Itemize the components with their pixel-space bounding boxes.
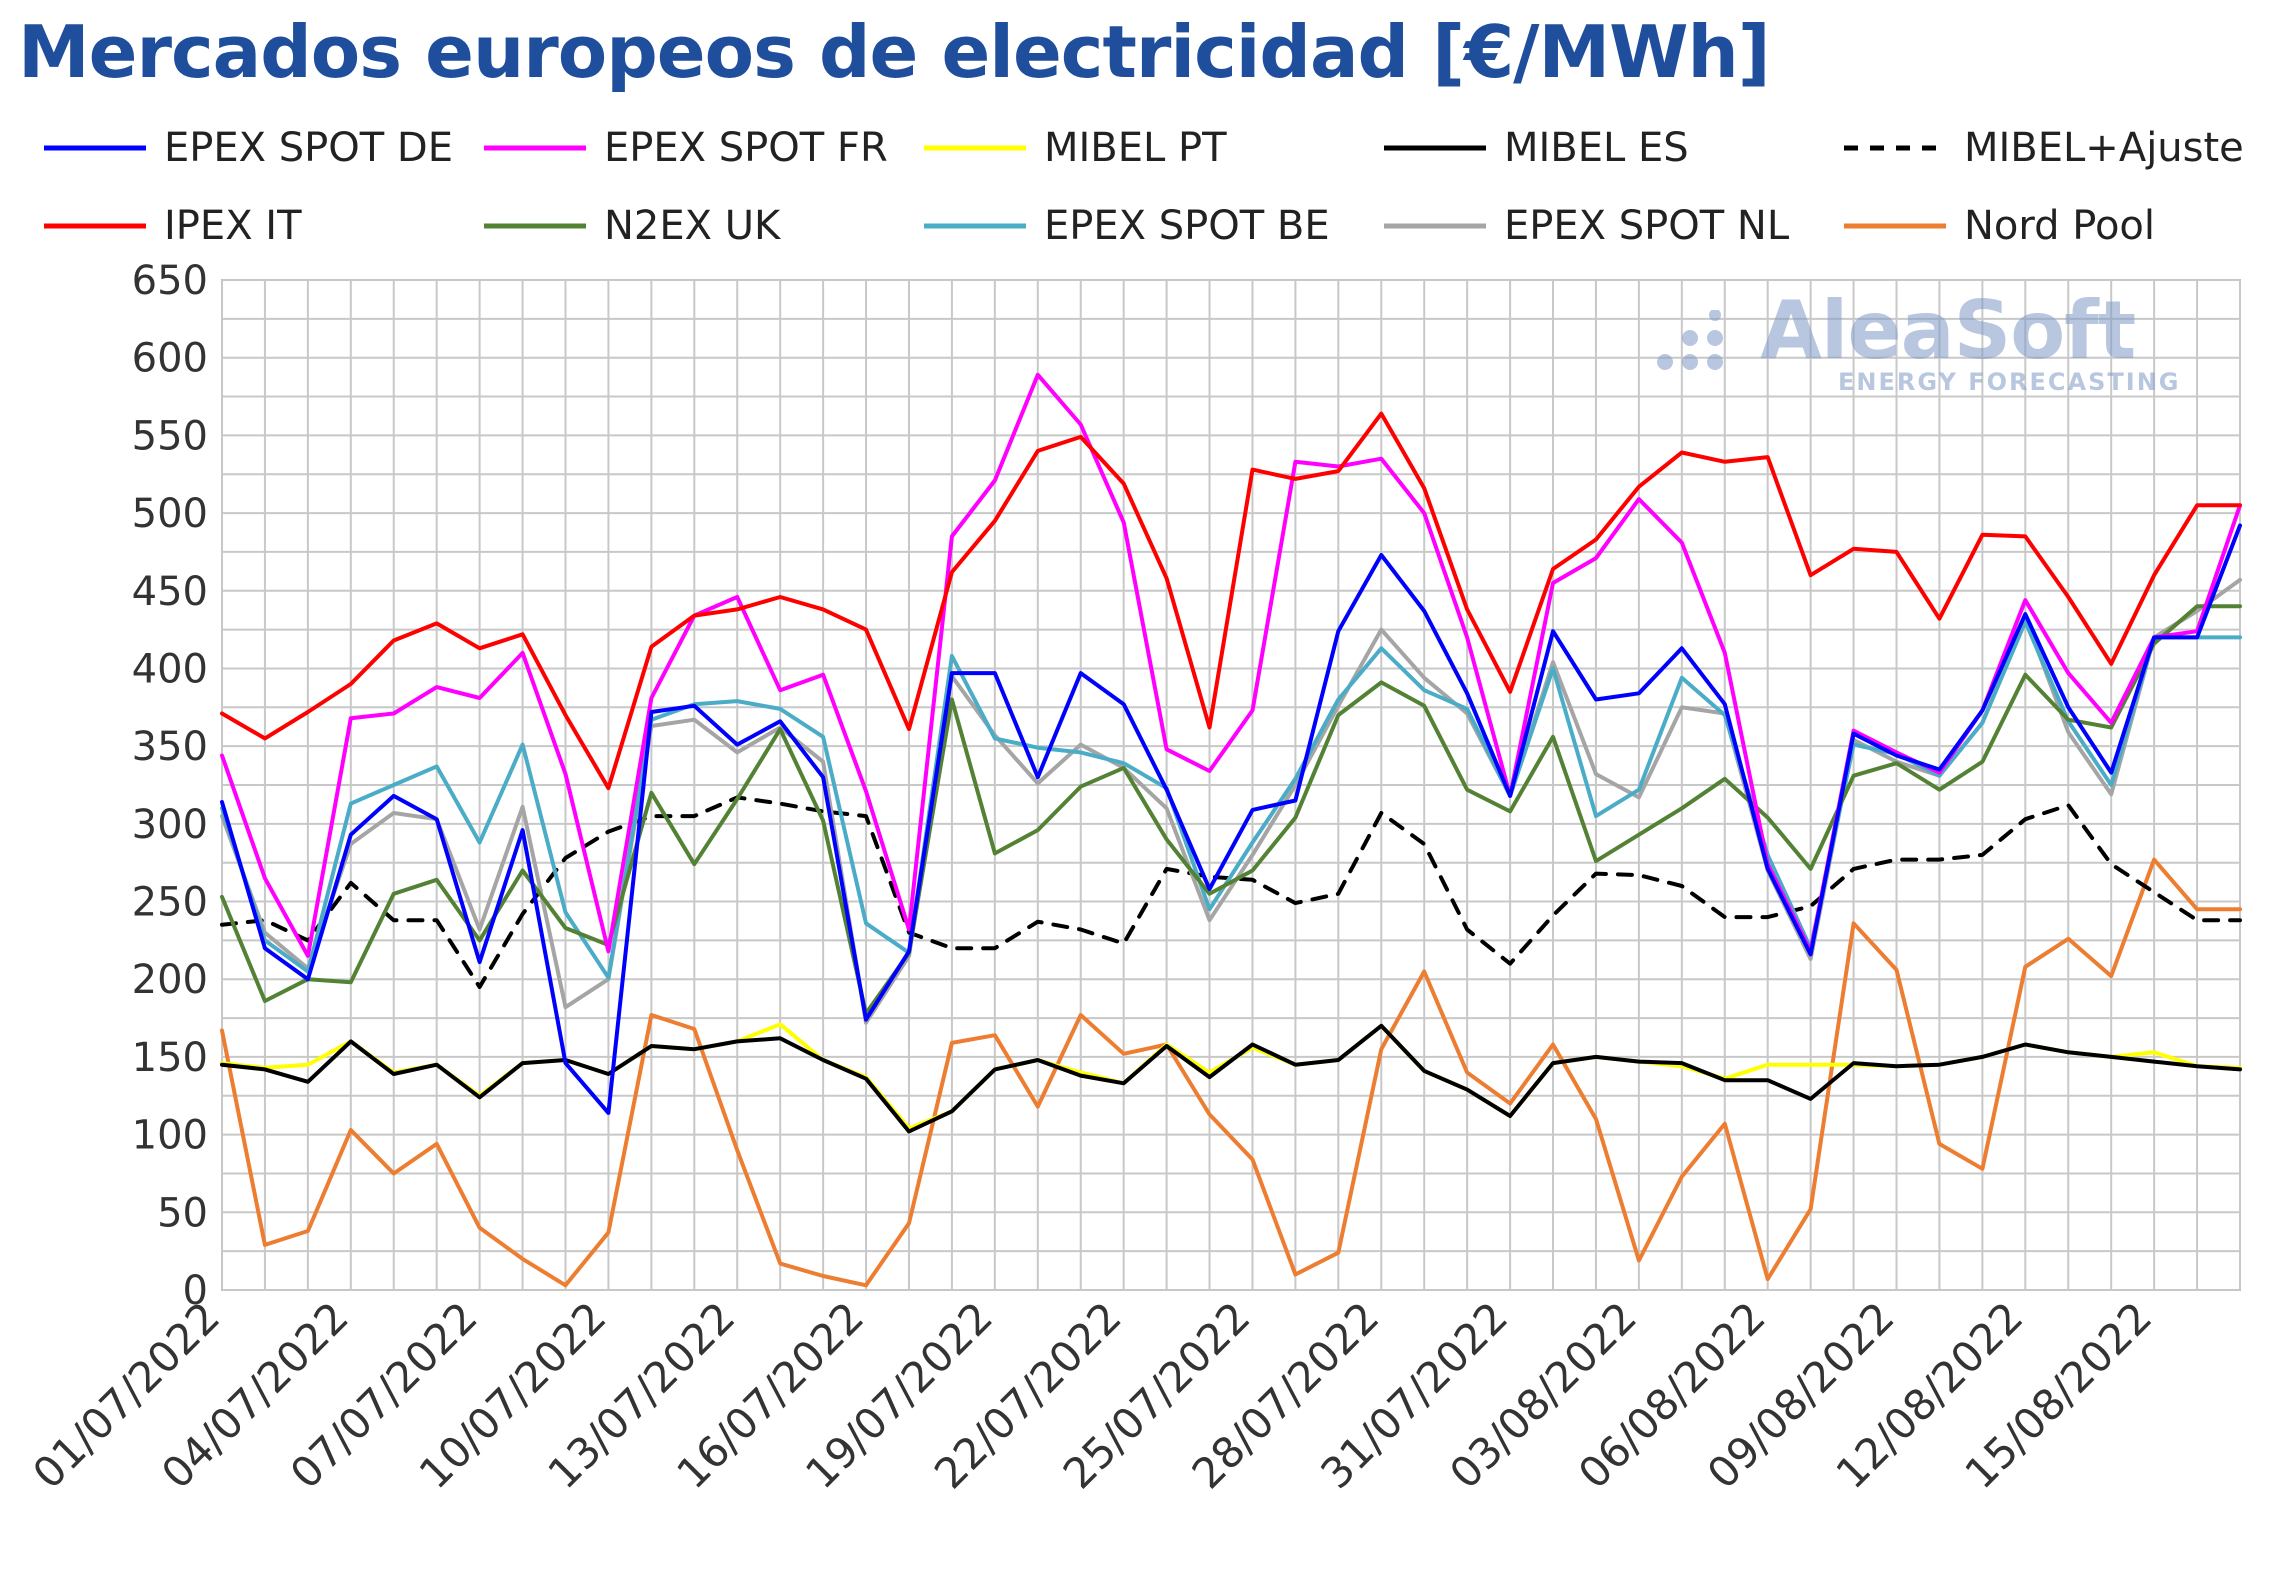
legend-item-epex-spot-de: EPEX SPOT DE	[40, 118, 453, 178]
y-tick-label: 0	[183, 1268, 208, 1314]
legend-item-mibel-es: MIBEL ES	[1380, 118, 1689, 178]
y-tick-label: 250	[132, 880, 208, 926]
legend-swatch	[924, 223, 1026, 229]
y-tick-label: 450	[132, 569, 208, 615]
legend: EPEX SPOT DE EPEX SPOT FR MIBEL PT MIBEL ES…	[0, 118, 2282, 268]
y-tick-label: 300	[132, 802, 208, 848]
legend-swatch	[44, 223, 146, 229]
series-line-ipex-it	[220, 411, 2242, 791]
legend-label: EPEX SPOT BE	[1044, 203, 1330, 249]
logo-name: AleaSoft	[1760, 284, 2136, 377]
legend-item-epex-spot-fr: EPEX SPOT FR	[480, 118, 888, 178]
y-tick-label: 350	[132, 724, 208, 770]
legend-label: MIBEL+Ajuste	[1964, 125, 2244, 171]
y-tick-label: 150	[132, 1035, 208, 1081]
legend-item-nord-pool: Nord Pool	[1840, 196, 2155, 256]
legend-label: EPEX SPOT FR	[604, 125, 888, 171]
series-line-nord-pool	[220, 857, 2242, 1288]
legend-item-n2ex-uk: N2EX UK	[480, 196, 780, 256]
legend-swatch	[924, 145, 1026, 151]
series-line-mibel-ajuste	[220, 795, 2242, 989]
legend-label: IPEX IT	[164, 203, 302, 249]
y-tick-label: 600	[132, 336, 208, 382]
legend-label: EPEX SPOT DE	[164, 125, 454, 171]
legend-item-ipex-it: IPEX IT	[40, 196, 302, 256]
y-tick-label: 500	[132, 491, 208, 537]
legend-label: Nord Pool	[1964, 203, 2155, 249]
series-line-epex-spot-de	[220, 523, 2242, 1115]
aleasoft-logo: AleaSoft ENERGY FORECASTING	[1650, 284, 2210, 410]
chart-title: Mercados europeos de electricidad [€/MWh…	[18, 10, 1771, 94]
legend-swatch	[484, 145, 586, 151]
logo-dots-icon	[1657, 310, 1723, 370]
series-line-epex-spot-nl	[220, 577, 2242, 1025]
legend-label: N2EX UK	[604, 203, 781, 249]
legend-swatch	[484, 223, 586, 229]
legend-label: MIBEL ES	[1504, 125, 1689, 171]
y-tick-label: 200	[132, 957, 208, 1003]
series-line-n2ex-uk	[220, 604, 2242, 1016]
y-tick-label: 650	[132, 258, 208, 304]
legend-item-epex-spot-nl: EPEX SPOT NL	[1380, 196, 1789, 256]
y-tick-label: 100	[132, 1113, 208, 1159]
legend-swatch	[1844, 145, 1946, 151]
legend-swatch	[44, 145, 146, 151]
logo-tagline: ENERGY FORECASTING	[1838, 368, 2181, 396]
y-tick-label: 50	[157, 1190, 208, 1236]
grid	[221, 279, 2241, 1291]
legend-label: EPEX SPOT NL	[1504, 203, 1790, 249]
legend-swatch	[1384, 223, 1486, 229]
legend-label: MIBEL PT	[1044, 125, 1227, 171]
legend-item-epex-spot-be: EPEX SPOT BE	[920, 196, 1330, 256]
y-tick-label: 550	[132, 413, 208, 459]
legend-item-mibel-ajuste: MIBEL+Ajuste	[1840, 118, 2244, 178]
legend-item-mibel-pt: MIBEL PT	[920, 118, 1227, 178]
series-line-mibel-es	[220, 1023, 2242, 1134]
legend-swatch	[1384, 145, 1486, 151]
legend-swatch	[1844, 223, 1946, 229]
y-tick-label: 400	[132, 646, 208, 692]
